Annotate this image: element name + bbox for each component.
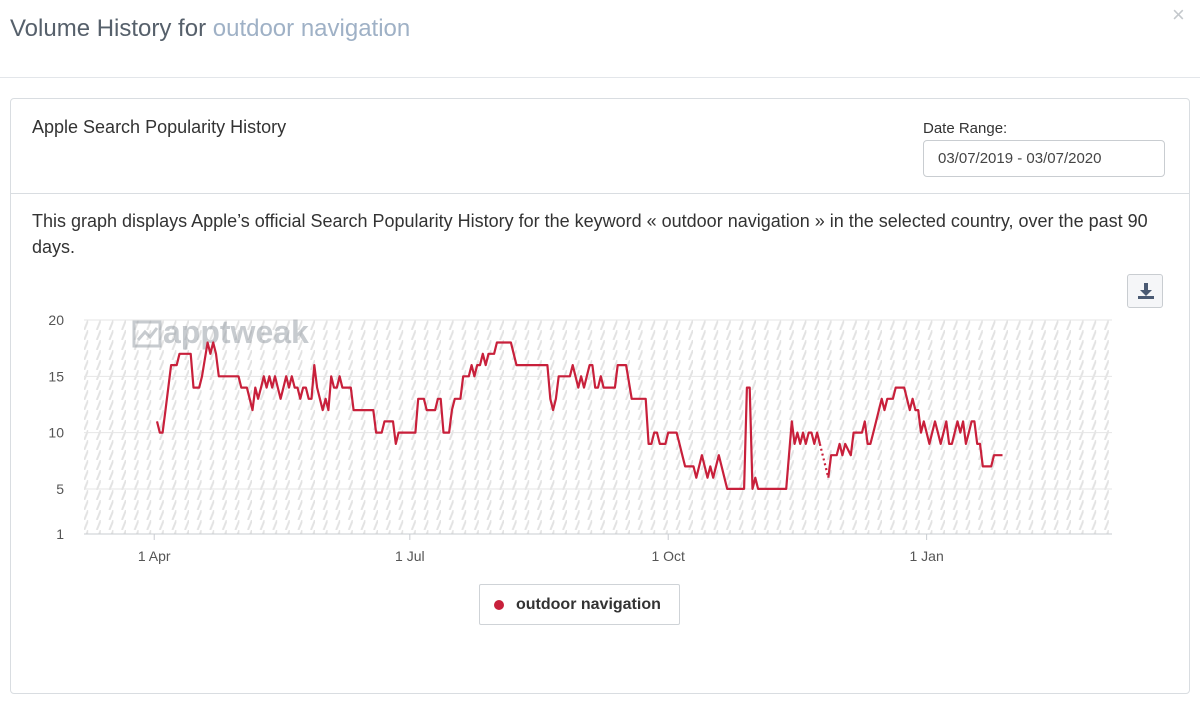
watermark-text: apptweak	[163, 314, 309, 350]
modal-title: Volume History for outdoor navigation	[10, 15, 410, 43]
series-line	[827, 386, 1003, 478]
plot-background	[84, 320, 1112, 534]
legend-label: outdoor navigation	[516, 596, 661, 613]
date-range-label: Date Range:	[923, 120, 1008, 137]
x-tick-label: 1 Jul	[395, 548, 425, 564]
y-tick-label: 10	[48, 425, 64, 441]
x-tick-label: 1 Apr	[138, 548, 171, 564]
chart-description: This graph displays Apple’s official Sea…	[32, 211, 1148, 257]
panel-header: Apple Search Popularity History Date Ran…	[11, 99, 1189, 194]
modal-title-prefix: Volume History for	[10, 15, 207, 42]
legend-marker	[494, 600, 504, 610]
watermark-icon	[132, 320, 162, 348]
series-line	[155, 341, 821, 490]
y-tick-label: 5	[56, 481, 64, 497]
panel-title: Apple Search Popularity History	[32, 117, 287, 137]
watermark-logo: apptweak	[132, 314, 309, 350]
x-tick-label: 1 Jan	[909, 548, 943, 564]
modal-header: Volume History for outdoor navigation ×	[0, 0, 1200, 78]
date-range-input[interactable]	[923, 140, 1165, 177]
legend-item-outdoor-navigation[interactable]: outdoor navigation	[479, 584, 680, 625]
series-gap-dotted	[818, 443, 830, 478]
modal-title-keyword: outdoor navigation	[212, 15, 411, 42]
popularity-panel: Apple Search Popularity History Date Ran…	[10, 98, 1190, 694]
close-icon[interactable]: ×	[1172, 2, 1185, 27]
y-tick-label: 1	[56, 526, 64, 542]
y-tick-label: 20	[48, 312, 64, 328]
y-tick-label: 15	[48, 368, 64, 384]
download-button[interactable]	[1127, 274, 1163, 308]
download-icon	[1138, 283, 1154, 299]
x-tick-label: 1 Oct	[651, 548, 685, 564]
